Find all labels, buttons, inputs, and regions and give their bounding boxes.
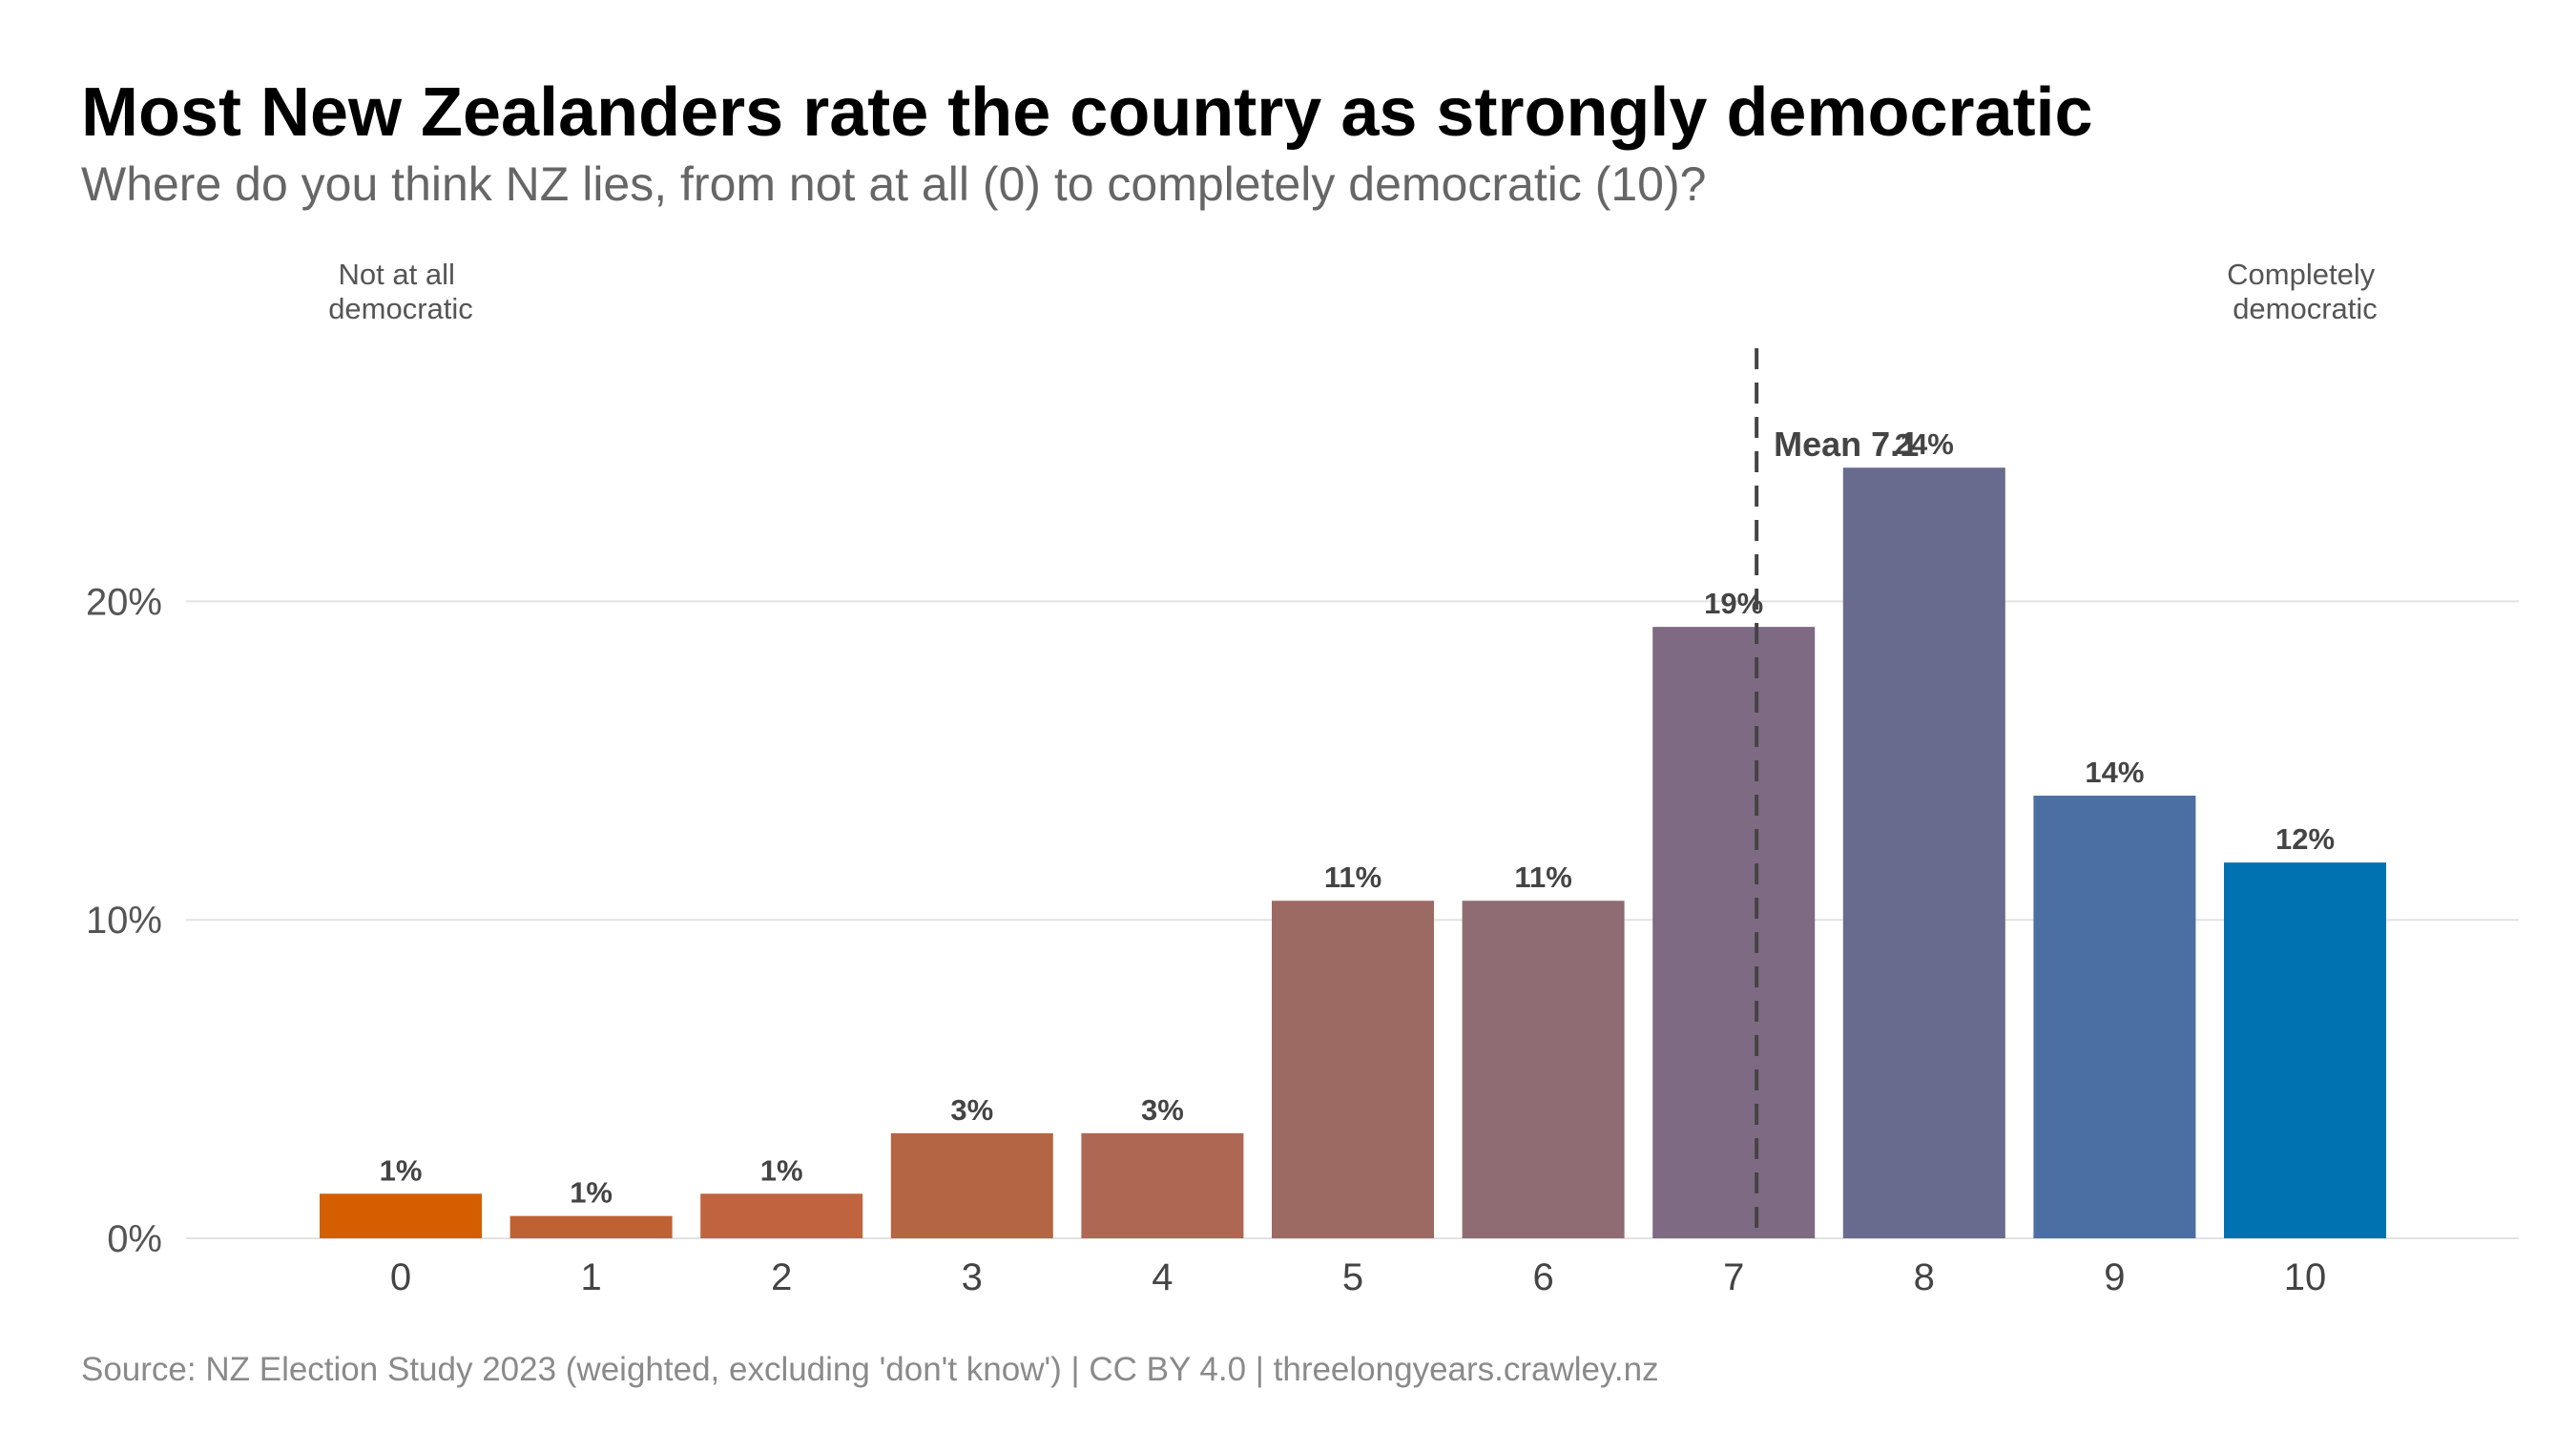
bar-label-9: 14%	[2085, 756, 2144, 789]
end-label-low: Not at all democratic	[328, 258, 473, 325]
bar-3	[890, 1132, 1053, 1238]
bar-9	[2033, 796, 2196, 1238]
end-label-high-line-2: democratic	[2233, 292, 2378, 325]
bar-label-5: 11%	[1324, 861, 1381, 894]
bar-label-1: 1%	[570, 1176, 613, 1210]
bar-label-2: 1%	[760, 1153, 803, 1187]
bar-labels: 1% 1% 1% 3% 3% 11% 11% 19% 24% 14% 12%	[380, 427, 2335, 1209]
x-tick-label-6: 6	[1532, 1256, 1553, 1298]
bar-label-8: 24%	[1895, 427, 1954, 461]
bar-label-10: 12%	[2275, 822, 2335, 856]
bar-label-7: 19%	[1704, 587, 1763, 620]
x-tick-label-0: 0	[390, 1256, 411, 1298]
x-tick-label-10: 10	[2284, 1256, 2327, 1298]
x-axis-ticks: 0 1 2 3 4 5 6 7 8 9 10	[390, 1256, 2326, 1298]
x-tick-label-2: 2	[771, 1256, 792, 1298]
y-axis-ticks: 0% 10% 20%	[86, 581, 162, 1260]
chart-subtitle: Where do you think NZ lies, from not at …	[81, 157, 1706, 211]
x-tick-label-7: 7	[1723, 1256, 1744, 1298]
x-tick-label-1: 1	[580, 1256, 601, 1298]
bar-label-3: 3%	[950, 1093, 993, 1127]
x-tick-label-4: 4	[1152, 1256, 1173, 1298]
end-label-low-line-2: democratic	[328, 292, 473, 325]
y-tick-label-0: 0%	[107, 1218, 162, 1260]
bars	[320, 467, 2386, 1238]
bar-10	[2224, 862, 2386, 1238]
end-label-high-line-1: Completely	[2227, 258, 2376, 291]
end-label-low-line-1: Not at all	[339, 258, 455, 291]
mean-marker: Mean 7.1	[1755, 348, 1919, 1238]
bar-label-6: 11%	[1514, 861, 1571, 894]
bar-label-0: 1%	[380, 1153, 423, 1187]
bar-7	[1652, 627, 1816, 1238]
x-tick-label-9: 9	[2104, 1256, 2125, 1298]
bar-8	[1842, 467, 2005, 1238]
end-label-high: Completely democratic	[2227, 258, 2383, 325]
bar-4	[1081, 1132, 1244, 1238]
x-tick-label-3: 3	[962, 1256, 983, 1298]
bar-0	[320, 1193, 482, 1238]
y-tick-label-10: 10%	[86, 900, 162, 942]
bar-6	[1462, 901, 1625, 1238]
bar-5	[1272, 901, 1434, 1238]
x-tick-label-8: 8	[1914, 1256, 1935, 1298]
mean-label: Mean 7.1	[1774, 425, 1919, 464]
bar-label-4: 3%	[1141, 1093, 1184, 1127]
bar-1	[509, 1215, 673, 1238]
x-tick-label-5: 5	[1342, 1256, 1363, 1298]
chart-title: Most New Zealanders rate the country as …	[81, 74, 2093, 151]
bar-2	[700, 1193, 863, 1238]
chart-caption: Source: NZ Election Study 2023 (weighted…	[81, 1351, 1659, 1388]
y-tick-label-20: 20%	[86, 581, 162, 623]
